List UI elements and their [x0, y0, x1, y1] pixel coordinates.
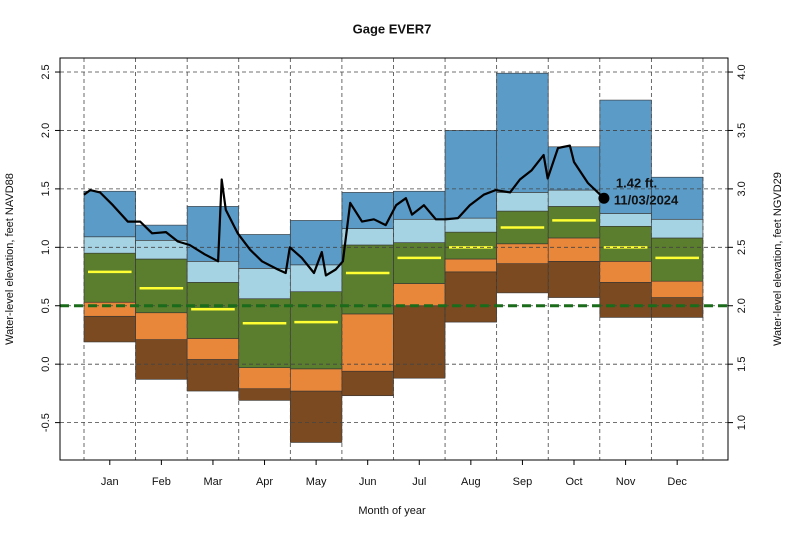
- y-axis-label: Water-level elevation, feet NAVD88: [4, 173, 16, 345]
- percentile-band: [83, 190, 136, 238]
- percentile-band: [341, 244, 394, 315]
- percentile-band: [547, 261, 601, 298]
- percentile-band: [599, 261, 652, 283]
- percentile-band: [393, 283, 446, 307]
- percentile-band: [496, 263, 549, 294]
- percentile-band: [290, 368, 343, 392]
- x-tick-label: Dec: [667, 476, 687, 488]
- x-tick-label: Mar: [203, 476, 222, 488]
- percentile-band: [496, 243, 549, 264]
- x-tick-label: Jan: [101, 476, 119, 488]
- percentile-band: [496, 72, 549, 193]
- percentile-band: [547, 189, 601, 207]
- y-tick-label: 1.0: [40, 240, 52, 255]
- y2-tick-label: 1.5: [736, 357, 748, 372]
- annotation-value: 1.42 ft.: [616, 176, 657, 191]
- percentile-band: [393, 190, 446, 220]
- percentile-band: [444, 258, 497, 273]
- annotation-date: 11/03/2024: [614, 193, 679, 208]
- x-tick-label: Sep: [513, 476, 533, 488]
- plot-frame: [59, 57, 729, 461]
- percentile-band: [83, 252, 136, 303]
- percentile-band: [290, 390, 343, 443]
- percentile-band: [238, 367, 291, 390]
- percentile-band: [651, 218, 704, 239]
- percentile-band: [547, 237, 601, 262]
- percentile-band: [341, 313, 394, 372]
- x-tick-label: Apr: [256, 476, 273, 488]
- percentile-band: [393, 218, 446, 243]
- current-point: [598, 192, 610, 204]
- percentile-band: [651, 280, 704, 298]
- y-tick-label: 0.5: [40, 298, 52, 313]
- percentile-band: [341, 370, 394, 397]
- y2-tick-label: 2.5: [736, 240, 748, 255]
- percentile-band: [83, 236, 136, 254]
- y-tick-label: 2.0: [40, 123, 52, 138]
- percentile-band: [135, 258, 188, 314]
- percentile-band: [135, 312, 188, 340]
- percentile-band: [341, 228, 394, 246]
- percentile-band: [135, 339, 188, 380]
- y-tick-label: 1.5: [40, 181, 52, 196]
- x-tick-label: Oct: [565, 476, 582, 488]
- percentile-band: [290, 220, 343, 266]
- percentile-band: [393, 305, 446, 379]
- percentile-band: [599, 282, 652, 318]
- percentile-band: [651, 297, 704, 318]
- y2-tick-label: 4.0: [736, 64, 748, 79]
- percentile-band: [238, 298, 291, 368]
- y2-tick-label: 3.0: [736, 181, 748, 196]
- percentile-band: [186, 338, 240, 360]
- x-tick-label: Aug: [461, 476, 481, 488]
- x-tick-label: May: [306, 476, 327, 488]
- percentile-band: [547, 206, 601, 239]
- percentile-band: [238, 268, 291, 300]
- chart-title: Gage EVER7: [353, 21, 432, 36]
- percentile-band: [186, 206, 240, 262]
- y2-axis-label: Water-level elevation, feet NGVD29: [772, 172, 784, 346]
- x-tick-label: Feb: [152, 476, 171, 488]
- percentile-band: [444, 217, 497, 233]
- y-tick-label: 0.0: [40, 357, 52, 372]
- y-tick-label: -0.5: [40, 413, 52, 432]
- percentile-band: [651, 237, 704, 282]
- percentile-band: [496, 192, 549, 212]
- percentile-band: [393, 242, 446, 284]
- percentile-band: [135, 240, 188, 260]
- percentile-band: [444, 231, 497, 260]
- x-tick-label: Nov: [616, 476, 636, 488]
- x-tick-label: Jun: [359, 476, 377, 488]
- percentile-band: [341, 192, 394, 229]
- x-tick-label: Jul: [412, 476, 426, 488]
- y2-tick-label: 2.0: [736, 298, 748, 313]
- percentile-band: [186, 261, 240, 283]
- y-tick-label: 2.5: [40, 64, 52, 79]
- x-axis-label: Month of year: [358, 505, 426, 517]
- percentile-band: [599, 225, 652, 262]
- y2-tick-label: 3.5: [736, 123, 748, 138]
- percentile-band: [238, 388, 291, 401]
- percentile-band: [651, 176, 704, 220]
- current-level-line: [83, 144, 605, 277]
- percentile-band: [599, 99, 652, 214]
- percentile-band: [83, 315, 136, 343]
- y2-tick-label: 1.0: [736, 415, 748, 430]
- percentile-band: [290, 291, 343, 370]
- percentile-band: [444, 271, 497, 323]
- percentile-band: [599, 213, 652, 227]
